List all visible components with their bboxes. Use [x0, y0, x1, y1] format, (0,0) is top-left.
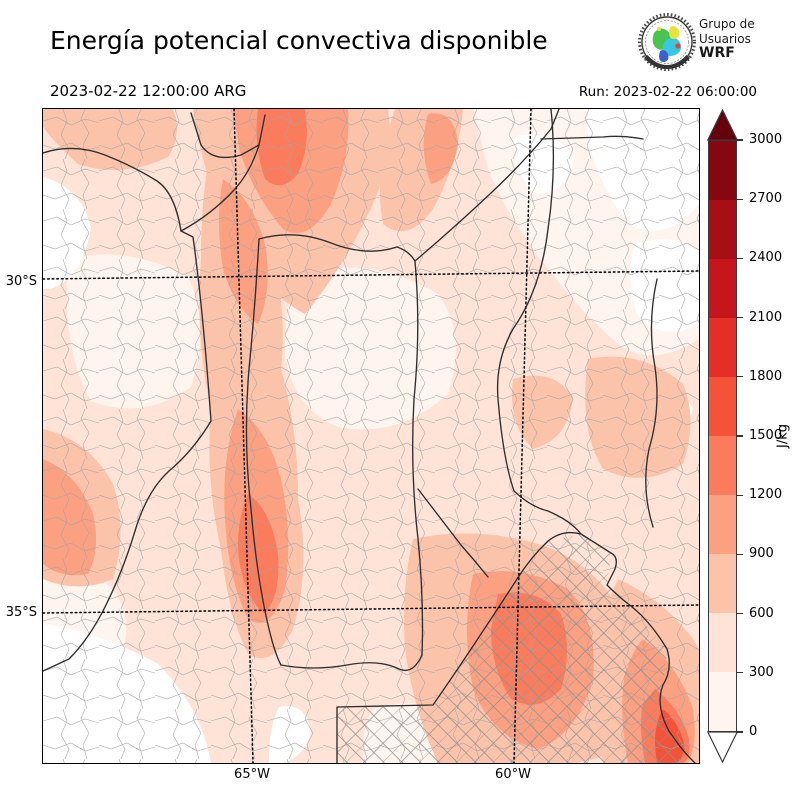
colorbar-tick-label: 1500	[749, 428, 783, 443]
run-time-label: Run: 2023-02-22 06:00:00	[578, 84, 757, 100]
province-boundaries	[42, 108, 696, 764]
logo-line-2: Usuarios	[699, 31, 751, 46]
colorbar-bar	[708, 140, 737, 732]
logo-line-1: Grupo de	[699, 17, 755, 31]
y-tick-35s: 35°S	[5, 605, 37, 620]
logo-line-3: WRF	[699, 45, 735, 61]
cape-map	[42, 108, 700, 765]
colorbar-tickmark	[737, 257, 743, 260]
page-title: Energía potencial convectiva disponible	[50, 26, 548, 55]
colorbar-segment	[709, 613, 736, 672]
colorbar-tickmark	[737, 139, 743, 141]
colorbar-tickmark	[737, 435, 743, 437]
valid-time-label: 2023-02-22 12:00:00 ARG	[50, 82, 247, 100]
colorbar-segment	[709, 259, 736, 318]
colorbar-tickmark	[737, 612, 743, 615]
colorbar-tickmark	[737, 553, 743, 556]
colorbar-segment	[709, 377, 736, 436]
colorbar-segment	[709, 200, 736, 259]
y-tick-30s: 30°S	[5, 274, 37, 289]
colorbar-tickmark	[737, 376, 743, 378]
latlon-gridlines	[42, 108, 700, 764]
colorbar-tickmark	[737, 731, 743, 733]
colorbar-segment	[709, 141, 736, 200]
department-boundaries	[43, 109, 699, 763]
colorbar-tick-label: 1200	[749, 487, 783, 503]
wrf-logo: Grupo de Usuarios WRF	[637, 13, 787, 75]
colorbar-under-arrow	[707, 731, 738, 763]
colorbar-over-arrow	[707, 109, 738, 141]
map-frame	[42, 108, 700, 765]
colorbar-tick-label: 1800	[749, 368, 783, 384]
colorbar-tick-label: 2700	[749, 191, 783, 207]
colorbar-tick-label: 2100	[749, 309, 783, 325]
colorbar-segment	[709, 436, 736, 495]
x-tick-65w: 65°W	[234, 767, 270, 782]
colorbar-tick-label: 0	[749, 724, 758, 739]
colorbar-segment	[709, 554, 736, 613]
colorbar-tickmark	[737, 316, 743, 319]
colorbar-unit-label: J/kg	[775, 424, 791, 448]
colorbar-tick-label: 300	[749, 664, 774, 680]
colorbar-segment	[709, 495, 736, 554]
x-tick-60w: 60°W	[495, 767, 531, 782]
wrf-logo-icon	[638, 13, 696, 71]
colorbar-segment	[709, 672, 736, 731]
colorbar-segment	[709, 318, 736, 377]
colorbar-tickmark	[737, 672, 743, 674]
colorbar-tick-label: 2400	[749, 250, 783, 266]
colorbar-tick-label: 900	[749, 546, 774, 562]
colorbar-tick-label: 600	[749, 605, 774, 621]
colorbar-tickmark	[737, 198, 743, 200]
colorbar-tick-label: 3000	[749, 132, 783, 147]
colorbar-tickmark	[737, 494, 743, 496]
